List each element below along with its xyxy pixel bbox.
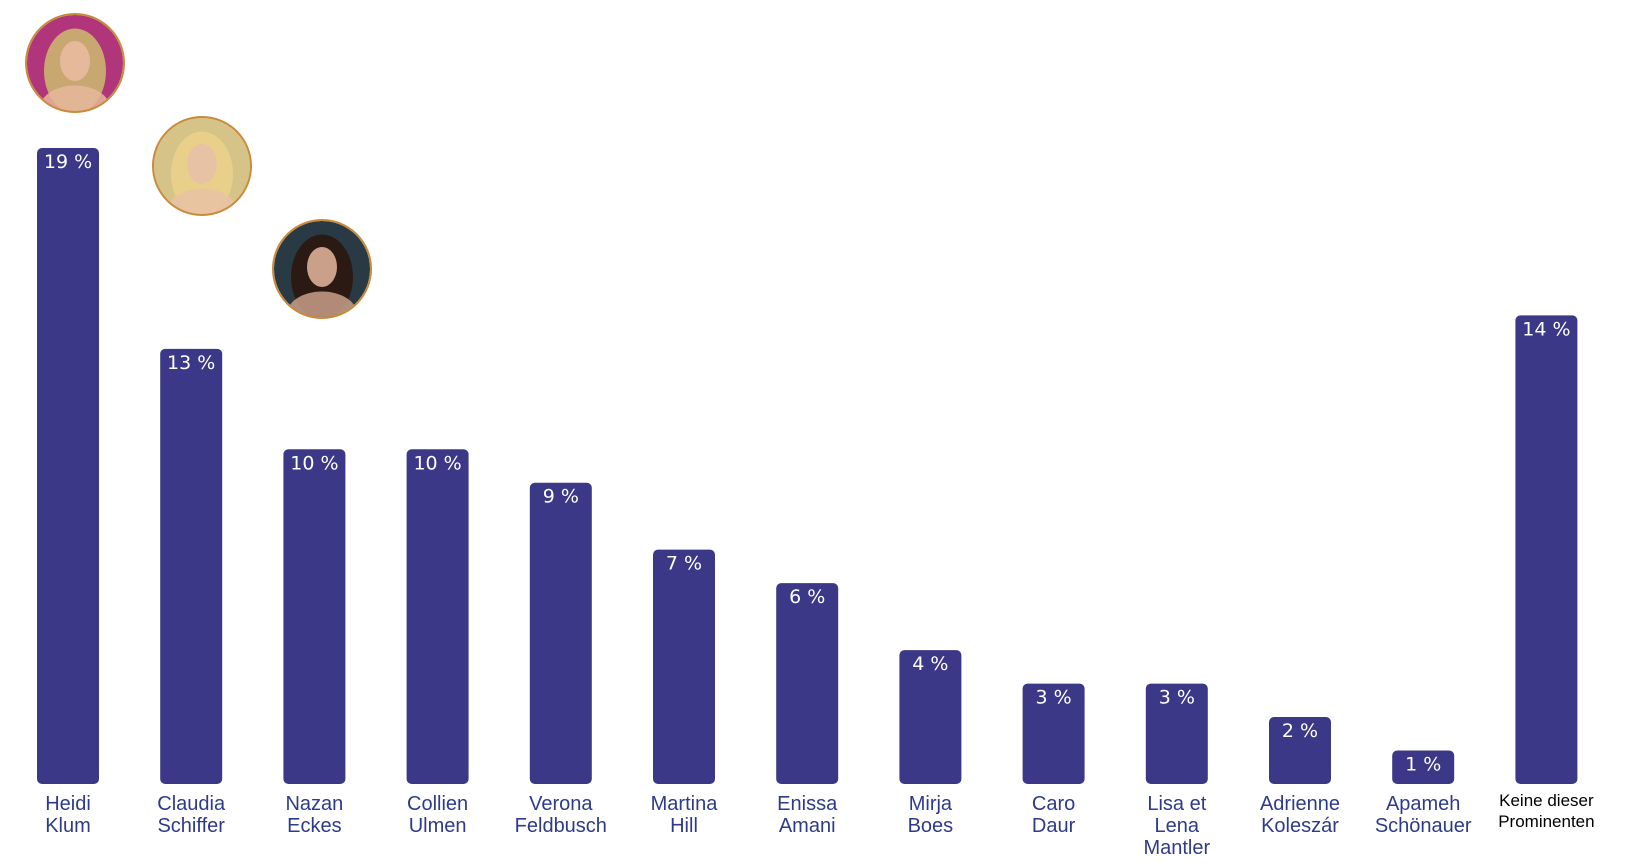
category-label: Nazan Eckes bbox=[285, 793, 343, 837]
bar-value-label: 1 % bbox=[1405, 754, 1441, 776]
category-label: Lisa et Lena Mantler bbox=[1143, 793, 1210, 859]
bar bbox=[776, 583, 839, 784]
category-label: Caro Daur bbox=[1032, 793, 1076, 837]
category-label: Keine dieser Prominenten bbox=[1498, 791, 1594, 831]
category-label: Apameh Schönauer bbox=[1375, 793, 1472, 837]
bar-value-label: 3 % bbox=[1036, 687, 1072, 709]
bar bbox=[1392, 750, 1455, 784]
bar-value-label: 13 % bbox=[167, 352, 215, 374]
bar-value-label: 3 % bbox=[1159, 687, 1195, 709]
portrait-photo bbox=[152, 116, 252, 216]
category-label: Adrienne Koleszár bbox=[1260, 793, 1340, 837]
category-label: Claudia Schiffer bbox=[157, 793, 226, 837]
bar bbox=[406, 449, 469, 784]
category-labels-group: Heidi Klum Claudia Schiffer Nazan Eckes Collie… bbox=[45, 791, 1594, 859]
category-label: Enissa Amani bbox=[777, 793, 838, 837]
bars-group bbox=[37, 148, 1578, 784]
category-label: Martina Hill bbox=[651, 793, 719, 837]
bar bbox=[1515, 315, 1578, 784]
bar-value-label: 10 % bbox=[413, 452, 461, 474]
bar-value-label: 14 % bbox=[1522, 318, 1570, 340]
bar-value-label: 2 % bbox=[1282, 720, 1318, 742]
bar bbox=[899, 650, 962, 784]
bar-value-label: 7 % bbox=[666, 553, 702, 575]
bar bbox=[529, 482, 592, 784]
bar bbox=[160, 348, 223, 784]
category-label: Verona Feldbusch bbox=[515, 793, 607, 837]
bar-value-label: 6 % bbox=[789, 586, 825, 608]
category-label: Heidi Klum bbox=[45, 793, 91, 837]
portrait-photo bbox=[272, 219, 372, 319]
category-label: Mirja Boes bbox=[908, 793, 954, 837]
bar bbox=[1022, 683, 1085, 784]
portrait-photo bbox=[25, 13, 125, 113]
photo-markers-group bbox=[25, 13, 372, 319]
bar bbox=[653, 549, 715, 784]
bar bbox=[37, 148, 99, 784]
bar-value-label: 10 % bbox=[290, 452, 338, 474]
bar-value-label: 9 % bbox=[543, 486, 579, 508]
value-labels-group: 19 % 13 % 10 % 10 % 9 % 7 % 6 % 4 % 3 % 3 % 2 % 1 %… bbox=[44, 151, 1571, 776]
bar bbox=[1145, 683, 1208, 784]
bar-value-label: 4 % bbox=[912, 653, 948, 675]
bar-value-label: 19 % bbox=[44, 151, 92, 173]
bar bbox=[283, 449, 346, 784]
bar bbox=[1269, 717, 1331, 784]
category-label: Collien Ulmen bbox=[407, 793, 468, 837]
